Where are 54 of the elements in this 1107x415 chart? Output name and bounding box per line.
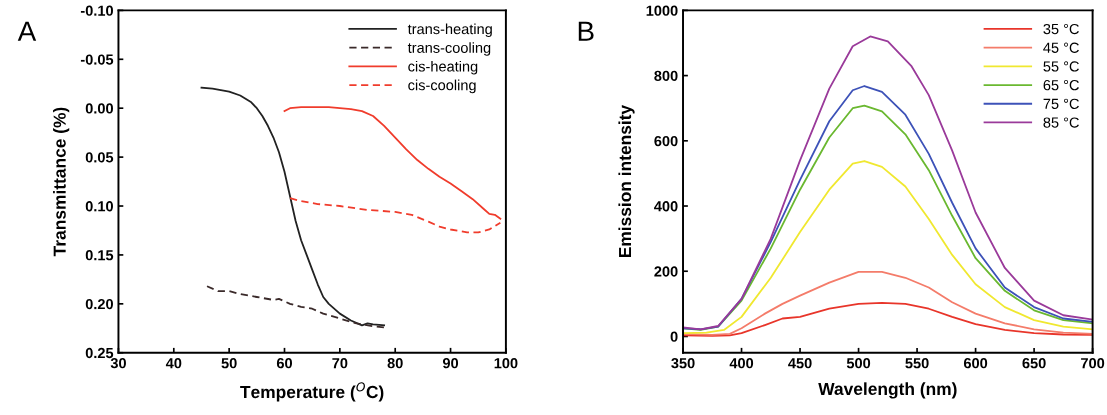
x-tick-label: 550 (905, 358, 929, 369)
line-series (683, 270, 1093, 336)
y-tick-label: -0.05 (80, 54, 114, 65)
x-tick-label: 30 (110, 358, 126, 369)
y-axis-title: Transmittance (%) (53, 107, 70, 257)
legend-label: 65 °C (1043, 79, 1079, 91)
x-tick-label: 70 (332, 358, 348, 369)
x-axis-title: Wavelength (nm) (818, 382, 957, 399)
y-tick-label: 0.25 (85, 347, 114, 359)
legend-label: trans-heating (407, 23, 492, 38)
legend-label: 55 °C (1043, 61, 1079, 72)
y-tick-label: 0 (670, 331, 678, 342)
legend-label: 85 °C (1043, 117, 1079, 128)
y-tick-label: 0.00 (85, 103, 113, 114)
legend-label: cis-cooling (408, 79, 476, 94)
y-tick-label: 200 (654, 266, 678, 277)
legend-label: 45 °C (1043, 42, 1079, 53)
x-tick-label: 700 (1081, 358, 1105, 369)
x-tick-label: 60 (276, 358, 293, 369)
y-tick-label: 0.10 (85, 201, 113, 212)
x-tick-label: 100 (494, 358, 518, 369)
y-axis-title: Emission intensity (618, 104, 635, 258)
x-tick-label: 80 (387, 358, 403, 369)
x-axis-title: Temperature ($^{O}$C) (240, 382, 384, 402)
x-tick-label: 40 (165, 358, 182, 369)
legend-label: 35 °C (1043, 23, 1079, 35)
text: B (578, 21, 594, 41)
line-series (683, 301, 1093, 337)
legend-label: cis-heating (408, 60, 478, 75)
x-tick-label: 50 (221, 358, 237, 369)
line-series (289, 197, 502, 234)
y-tick-label: 0.20 (85, 298, 113, 310)
y-tick-label: 0.15 (85, 250, 114, 261)
x-tick-label: 450 (788, 358, 812, 369)
x-tick-label: 600 (963, 358, 988, 369)
legend-label: 75 °C (1043, 98, 1079, 110)
text: A (17, 21, 37, 41)
y-tick-label: 0.05 (85, 152, 114, 163)
x-tick-label: 400 (729, 358, 754, 369)
x-tick-label: 350 (671, 358, 695, 369)
line-series (683, 160, 1093, 335)
line-series (206, 285, 386, 329)
legend-label: trans-cooling (407, 42, 491, 56)
y-tick-label: -0.10 (80, 5, 113, 16)
y-tick-label: 600 (654, 135, 678, 147)
y-tick-label: 400 (654, 201, 678, 212)
y-tick-label: 800 (654, 70, 678, 82)
line-series (200, 86, 386, 327)
line-series (683, 35, 1093, 331)
x-tick-label: 90 (442, 358, 459, 369)
x-tick-label: 650 (1022, 358, 1046, 369)
line-series (283, 106, 502, 220)
x-tick-label: 500 (846, 358, 871, 369)
y-tick-label: 1000 (646, 5, 678, 16)
